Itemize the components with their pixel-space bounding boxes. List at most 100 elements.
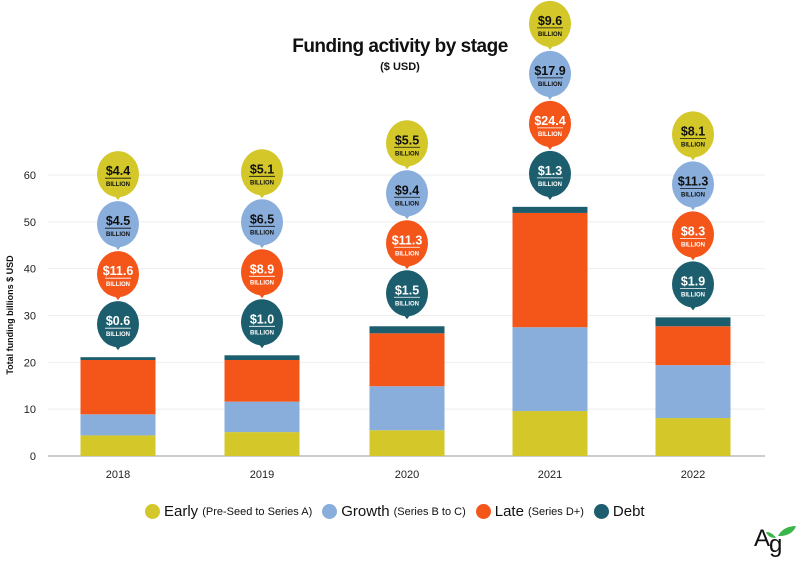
data-label-pin: $11.3 BILLION — [386, 220, 428, 270]
data-label-value: $4.5 — [106, 214, 130, 228]
data-label-pin: $0.6 BILLION — [97, 301, 139, 351]
bar-early — [80, 435, 156, 456]
data-label-value: $1.3 — [538, 164, 562, 178]
data-label-value: $11.3 — [392, 233, 423, 247]
pin-circle — [97, 301, 139, 348]
data-label-unit: BILLION — [538, 32, 562, 38]
data-label-value: $8.1 — [681, 124, 705, 138]
pin-circle — [672, 261, 714, 308]
data-label-unit: BILLION — [681, 192, 705, 198]
pin-circle — [241, 249, 283, 296]
data-label-pin: $4.4 BILLION — [97, 151, 139, 201]
chart-title: Funding activity by stage — [292, 36, 508, 57]
data-label-unit: BILLION — [250, 180, 274, 186]
chart-subtitle: ($ USD) — [380, 61, 420, 73]
pin-circle — [529, 100, 571, 147]
x-tick-label: 2021 — [538, 469, 562, 481]
pin-circle — [672, 111, 714, 158]
x-tick-label: 2019 — [250, 469, 274, 481]
data-label-pin: $6.5 BILLION — [241, 199, 283, 249]
data-label-unit: BILLION — [538, 132, 562, 138]
y-tick-label: 40 — [24, 264, 36, 276]
ag-logo: A g — [754, 525, 796, 558]
y-axis-label: Total funding billions $ USD — [5, 255, 15, 375]
data-label-pin: $1.5 BILLION — [386, 270, 428, 320]
legend-label: Early — [164, 503, 199, 520]
y-tick-label: 60 — [24, 170, 36, 182]
legend-label: Debt — [612, 503, 645, 520]
bar-early — [512, 411, 588, 456]
x-tick-label: 2018 — [106, 469, 130, 481]
data-label-value: $24.4 — [534, 114, 565, 128]
data-label-pin: $9.4 BILLION — [386, 170, 428, 220]
data-label-pin: $8.1 BILLION — [672, 111, 714, 161]
data-label-value: $0.6 — [106, 314, 130, 328]
legend-item-debt: Debt — [593, 503, 645, 520]
data-label-value: $4.4 — [106, 164, 130, 178]
bar-early — [369, 430, 445, 456]
data-label-pin: $1.0 BILLION — [241, 299, 283, 349]
late-swatch — [475, 504, 491, 519]
data-label-unit: BILLION — [395, 201, 419, 207]
data-label-value: $5.5 — [395, 133, 419, 147]
data-label-pin: $17.9 BILLION — [529, 50, 571, 100]
pin-circle — [529, 150, 571, 197]
bar-debt — [369, 326, 445, 334]
bar-late — [512, 212, 588, 328]
bar-debt — [655, 317, 731, 327]
data-label-value: $9.4 — [395, 183, 419, 197]
data-label-unit: BILLION — [106, 282, 130, 288]
pin-circle — [672, 161, 714, 208]
data-label-pin: $5.5 BILLION — [386, 120, 428, 170]
pin-circle — [672, 211, 714, 258]
legend-note: (Series B to C) — [393, 505, 466, 518]
bar-debt — [224, 355, 300, 360]
bar-debt — [80, 357, 156, 360]
x-tick-label: 2022 — [681, 469, 705, 481]
svg-text:g: g — [769, 531, 782, 558]
legend: Early (Pre-Seed to Series A) Growth (Ser… — [145, 503, 645, 520]
bar-late — [80, 359, 156, 415]
data-label-unit: BILLION — [681, 142, 705, 148]
data-label-value: $8.9 — [250, 262, 274, 276]
data-label-unit: BILLION — [681, 242, 705, 248]
bar-growth — [512, 327, 588, 412]
bar-growth — [224, 401, 300, 433]
data-label-unit: BILLION — [250, 230, 274, 236]
data-label-value: $1.9 — [681, 274, 705, 288]
bar-debt — [512, 206, 588, 213]
pin-circle — [241, 149, 283, 196]
legend-item-early: Early (Pre-Seed to Series A) — [145, 503, 312, 520]
data-label-pin: $24.4 BILLION — [529, 100, 571, 150]
data-label-unit: BILLION — [250, 280, 274, 286]
data-label-pin: $1.3 BILLION — [529, 150, 571, 200]
data-label-unit: BILLION — [106, 232, 130, 238]
pin-circle — [529, 0, 571, 47]
data-label-value: $5.1 — [250, 162, 274, 176]
data-label-unit: BILLION — [395, 151, 419, 157]
x-tick-label: 2020 — [395, 469, 419, 481]
debt-swatch — [593, 504, 609, 519]
y-tick-label: 10 — [24, 404, 36, 416]
data-label-unit: BILLION — [395, 301, 419, 307]
legend-note: (Pre-Seed to Series A) — [202, 505, 313, 518]
bar-early — [224, 432, 300, 456]
bar-late — [655, 326, 731, 366]
data-label-pin: $11.6 BILLION — [97, 251, 139, 301]
legend-item-growth: Growth (Series B to C) — [322, 503, 466, 520]
early-swatch — [145, 504, 160, 519]
bar-late — [369, 333, 445, 387]
legend-label: Growth — [341, 503, 390, 520]
data-label-value: $17.9 — [534, 64, 565, 78]
pin-circle — [386, 170, 428, 217]
data-label-unit: BILLION — [106, 182, 130, 188]
data-label-pin: $8.9 BILLION — [241, 249, 283, 299]
data-label-unit: BILLION — [538, 182, 562, 188]
data-label-pin: $1.9 BILLION — [672, 261, 714, 311]
pin-circle — [97, 201, 139, 248]
data-label-value: $8.3 — [681, 224, 705, 238]
pin-circle — [386, 120, 428, 167]
y-tick-label: 20 — [24, 357, 36, 369]
pin-circle — [241, 199, 283, 246]
data-label-pin: $8.3 BILLION — [672, 211, 714, 261]
